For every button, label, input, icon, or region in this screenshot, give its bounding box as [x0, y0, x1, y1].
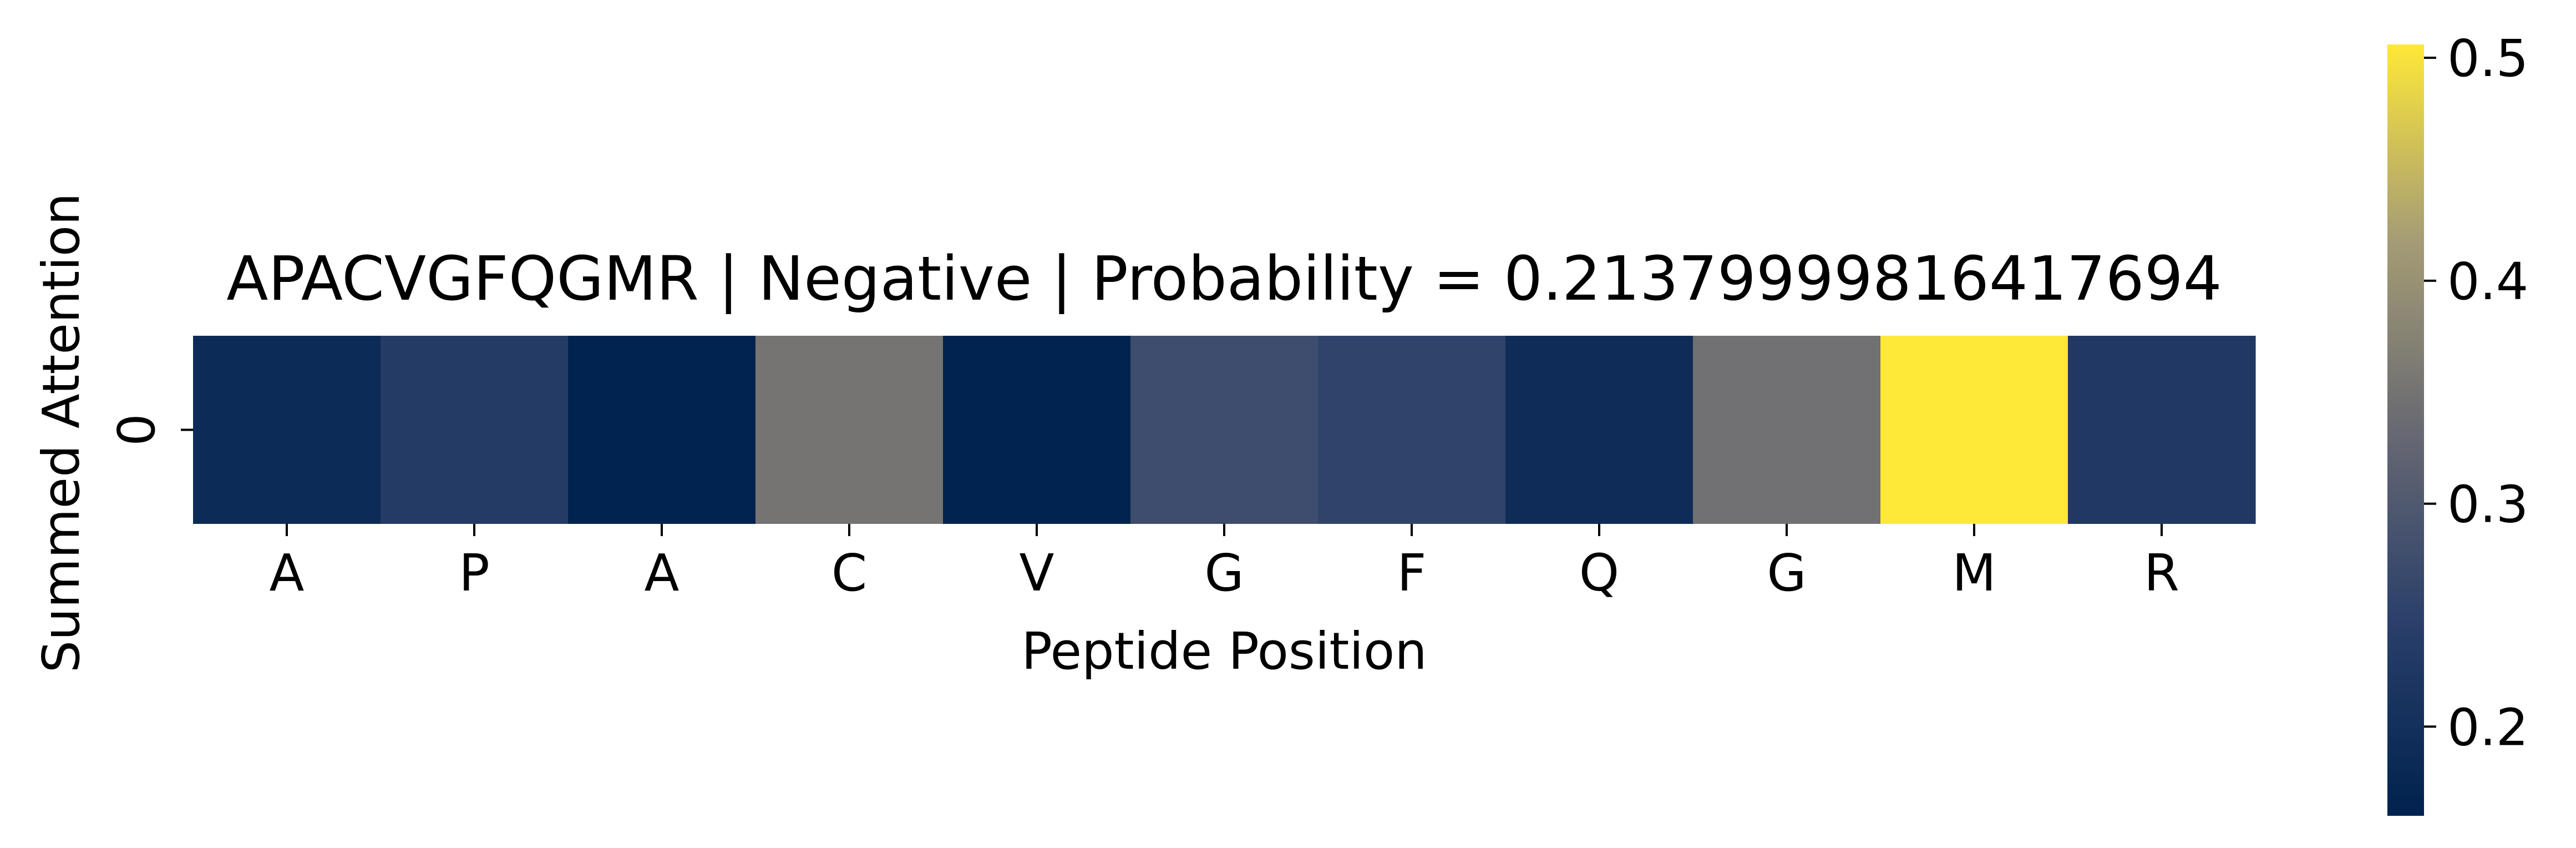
- y-axis-ticks: 0: [107, 413, 193, 446]
- heatmap-cell: [2068, 336, 2256, 524]
- x-tick-label: R: [2144, 543, 2179, 603]
- x-tick-label: F: [1397, 543, 1427, 603]
- x-tick-label: A: [270, 543, 305, 603]
- colorbar-ticks: 0.2 0.3 0.4 0.5: [2424, 29, 2528, 757]
- x-tick-label: A: [645, 543, 680, 603]
- colorbar: [2387, 44, 2424, 816]
- heatmap-cell: [755, 336, 944, 524]
- x-tick-label: C: [831, 543, 867, 603]
- heatmap-cell: [381, 336, 569, 524]
- colorbar-tick-label: 0.5: [2447, 29, 2528, 88]
- y-tick-label: 0: [107, 413, 166, 446]
- heatmap-cell: [943, 336, 1131, 524]
- colorbar-tick-label: 0.4: [2447, 252, 2528, 311]
- x-tick-label: M: [1952, 543, 1996, 603]
- heatmap-cell: [193, 336, 381, 524]
- x-tick-label: Q: [1579, 543, 1619, 603]
- heatmap-cell: [1693, 336, 1881, 524]
- y-axis-label: Summed Attention: [32, 193, 91, 673]
- colorbar-tick-label: 0.3: [2447, 475, 2528, 534]
- colorbar-tick-label: 0.2: [2447, 698, 2528, 757]
- x-tick-label: P: [459, 543, 489, 603]
- heatmap-cell: [1505, 336, 1693, 524]
- heatmap-cell: [1130, 336, 1319, 524]
- chart-title: APACVGFQGMR | Negative | Probability = 0…: [226, 243, 2222, 315]
- heatmap-cell: [1318, 336, 1506, 524]
- heatmap-cell: [568, 336, 756, 524]
- x-tick-label: G: [1204, 543, 1244, 603]
- x-tick-label: V: [1020, 543, 1054, 603]
- x-axis-label: Peptide Position: [1021, 622, 1427, 681]
- x-tick-label: G: [1767, 543, 1806, 603]
- heatmap-cell: [1880, 336, 2068, 524]
- heatmap-cells: [193, 336, 2256, 524]
